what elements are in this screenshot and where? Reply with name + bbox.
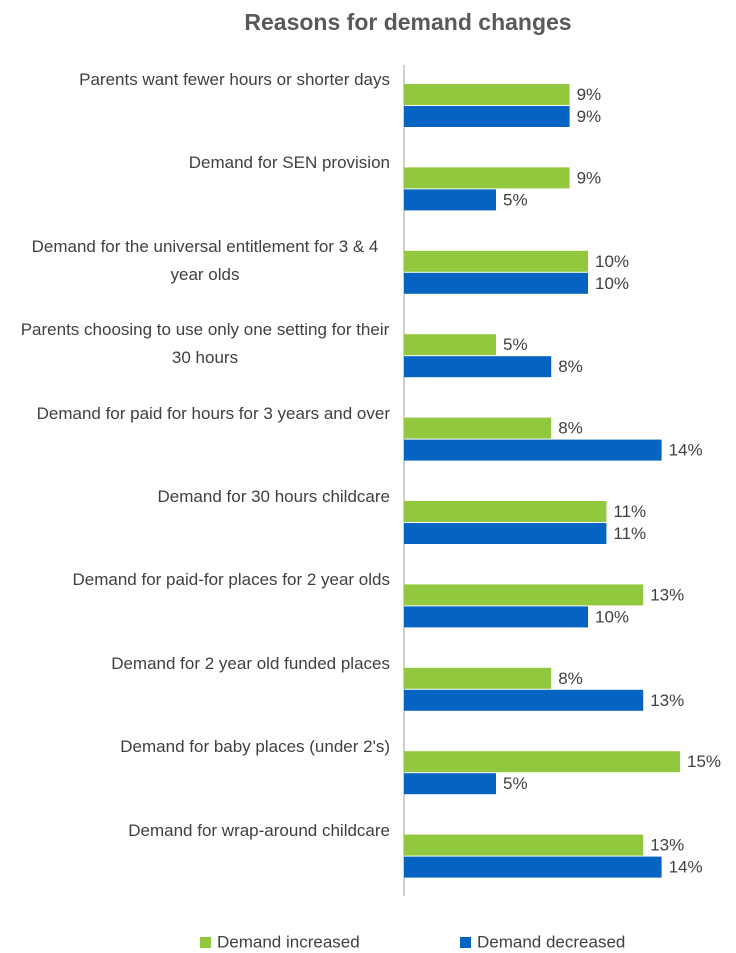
- value-label: 9%: [577, 85, 602, 104]
- category-label: Demand for the universal entitlement for…: [31, 236, 379, 284]
- category-label-box: Demand for 2 year old funded places: [20, 650, 390, 678]
- category-label: Demand for 30 hours childcare: [157, 487, 390, 506]
- category-label-box: Parents want fewer hours or shorter days: [20, 66, 390, 94]
- value-label: 8%: [558, 669, 583, 688]
- category-label-box: Demand for baby places (under 2's): [20, 733, 390, 761]
- bar: [404, 106, 570, 127]
- bar: [404, 606, 588, 628]
- value-label: 9%: [577, 107, 602, 126]
- value-label: 11%: [613, 502, 646, 521]
- category-label-box: Demand for the universal entitlement for…: [20, 233, 390, 289]
- bar: [404, 501, 607, 522]
- category-label: Parents want fewer hours or shorter days: [79, 70, 390, 89]
- value-label: 10%: [595, 252, 629, 271]
- category-label-box: Demand for paid for hours for 3 years an…: [20, 400, 390, 428]
- value-label: 13%: [650, 585, 684, 604]
- category-label: Demand for SEN provision: [188, 153, 390, 173]
- category-label-box: Demand for 30 hours childcare: [20, 483, 390, 511]
- value-label: 9%: [577, 168, 602, 187]
- category-label-box: Demand for wrap-around childcare: [20, 817, 390, 845]
- bar: [404, 751, 680, 773]
- bar: [404, 417, 552, 439]
- value-label: 8%: [558, 357, 583, 376]
- bar: [404, 250, 588, 272]
- category-label: Demand for 2 year old funded places: [111, 653, 390, 673]
- chart-title: Reasons for demand changes: [244, 9, 571, 35]
- value-label: 13%: [650, 691, 684, 710]
- value-label: 5%: [503, 190, 528, 209]
- value-label: 15%: [687, 752, 721, 771]
- value-label: 14%: [669, 441, 703, 460]
- bar: [404, 84, 570, 105]
- value-label: 14%: [669, 858, 703, 877]
- bar: [404, 834, 644, 856]
- category-label-box: Parents choosing to use only one setting…: [20, 316, 390, 372]
- value-label: 5%: [503, 335, 528, 354]
- bar: [404, 356, 552, 378]
- value-label: 8%: [558, 419, 583, 438]
- category-label-box: Demand for SEN provision: [20, 149, 390, 177]
- legend-label: Demand increased: [217, 932, 360, 951]
- category-label-box: Demand for paid-for places for 2 year ol…: [20, 566, 391, 594]
- bar: [404, 189, 496, 211]
- bar: [404, 689, 644, 711]
- legend-swatch: [460, 937, 471, 948]
- category-label: Demand for baby places (under 2's): [120, 737, 390, 757]
- bar: [404, 584, 644, 606]
- category-label: Demand for paid for hours for 3 years an…: [36, 403, 390, 423]
- value-label: 5%: [503, 774, 528, 793]
- value-label: 10%: [595, 607, 629, 626]
- legend-label: Demand decreased: [477, 932, 625, 951]
- bar: [404, 856, 662, 878]
- bar: [404, 667, 552, 689]
- value-label: 11%: [613, 524, 646, 543]
- category-label: Demand for wrap-around childcare: [128, 820, 390, 840]
- category-label: Demand for paid-for places for 2 year ol…: [72, 570, 391, 590]
- bar: [404, 167, 570, 189]
- bar: [404, 523, 607, 544]
- bar: [404, 773, 496, 795]
- legend-swatch: [200, 937, 211, 948]
- value-label: 10%: [595, 274, 629, 293]
- bar: [404, 334, 496, 356]
- category-label: Parents choosing to use only one setting…: [20, 320, 390, 368]
- value-label: 13%: [650, 836, 684, 855]
- bar: [404, 272, 588, 294]
- bar: [404, 439, 662, 461]
